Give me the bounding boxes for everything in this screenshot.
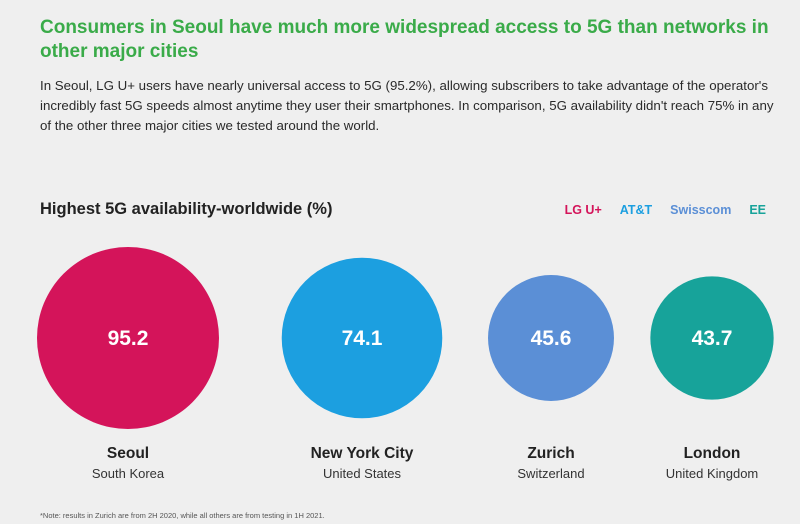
bubble-chart: 95.2 74.1 45.6 43.7 bbox=[37, 247, 774, 429]
legend-item-att: AT&T bbox=[619, 203, 653, 217]
legend-item-swisscom: Swisscom bbox=[670, 203, 732, 217]
country-name: United Kingdom bbox=[665, 466, 759, 481]
chart-legend: LG U+ AT&T Swisscom EE bbox=[565, 203, 766, 217]
intro-paragraph: In Seoul, LG U+ users have nearly univer… bbox=[40, 78, 774, 133]
bubble-seoul bbox=[37, 247, 219, 429]
bubble-london bbox=[650, 276, 774, 400]
country-name: Switzerland bbox=[517, 466, 585, 481]
bubble-value-zurich: 45.6 bbox=[531, 327, 572, 350]
city-label-zurich: Zurich Switzerland bbox=[466, 444, 636, 484]
city-name: Seoul bbox=[106, 445, 150, 462]
footnote: *Note: results in Zurich are from 2H 202… bbox=[40, 511, 325, 520]
bubble-zurich bbox=[488, 275, 614, 401]
legend-item-ee: EE bbox=[749, 203, 766, 217]
legend-item-lgu: LG U+ bbox=[564, 203, 602, 217]
city-label-seoul: Seoul South Korea bbox=[43, 444, 213, 484]
city-label-new-york: New York City United States bbox=[277, 444, 447, 484]
city-name: New York City bbox=[310, 445, 414, 462]
chart-title: Highest 5G availability-worldwide (%) bbox=[40, 200, 333, 218]
city-name: London bbox=[683, 445, 741, 462]
city-label-london: London United Kingdom bbox=[627, 444, 797, 484]
bubble-value-london: 43.7 bbox=[692, 327, 733, 350]
bubble-value-new-york-city: 74.1 bbox=[342, 327, 383, 350]
city-name: Zurich bbox=[527, 445, 575, 462]
bubble-new-york-city bbox=[281, 257, 443, 419]
country-name: United States bbox=[322, 466, 402, 481]
bubble-value-seoul: 95.2 bbox=[108, 327, 149, 350]
headline: Consumers in Seoul have much more widesp… bbox=[40, 17, 769, 62]
country-name: South Korea bbox=[91, 466, 165, 481]
